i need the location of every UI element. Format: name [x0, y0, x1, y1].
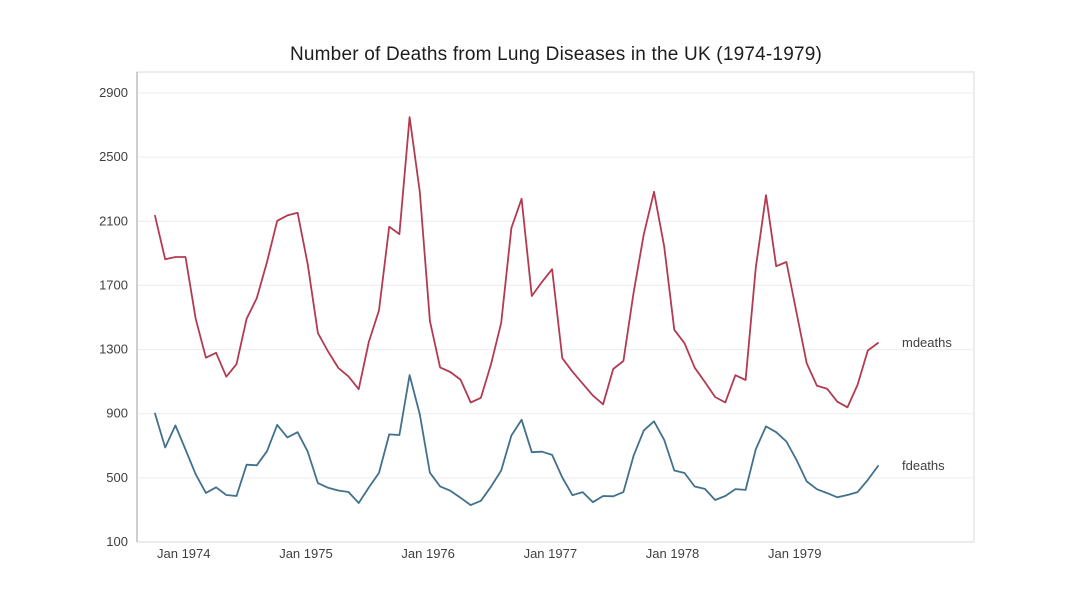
y-tick-label: 2900	[99, 85, 128, 100]
x-tick-label: Jan 1979	[768, 546, 822, 561]
mdeaths-line	[154, 116, 879, 409]
y-tick-label: 1300	[99, 342, 128, 357]
y-tick-label: 100	[106, 534, 128, 549]
x-tick-label: Jan 1978	[646, 546, 700, 561]
mdeaths-label: mdeaths	[902, 335, 952, 350]
plot-panel	[136, 71, 975, 543]
fdeaths-line	[154, 374, 879, 507]
x-tick-label: Jan 1976	[401, 546, 455, 561]
x-tick-label: Jan 1975	[279, 546, 333, 561]
x-tick-label: Jan 1974	[157, 546, 211, 561]
x-tick-label: Jan 1977	[524, 546, 578, 561]
fdeaths-label: fdeaths	[902, 458, 945, 473]
chart-title: Number of Deaths from Lung Diseases in t…	[289, 44, 823, 65]
y-tick-label: 500	[106, 470, 128, 485]
y-tick-label: 2500	[99, 149, 128, 164]
y-tick-label: 2100	[99, 213, 128, 228]
y-tick-label: 1700	[99, 277, 128, 292]
y-tick-label: 900	[106, 406, 128, 421]
